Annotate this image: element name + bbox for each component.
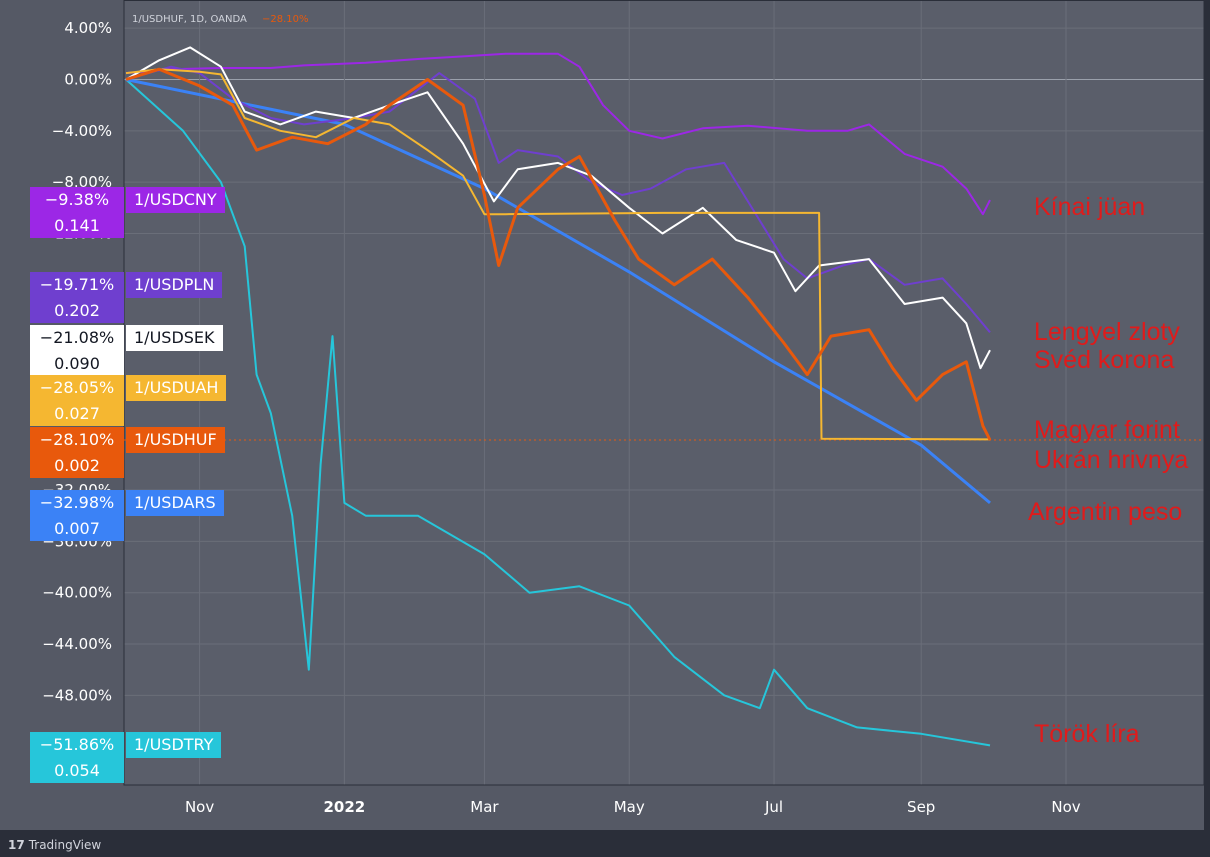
x-tick-label: Jul [764, 798, 783, 816]
badge-pct: −19.71% [30, 272, 124, 298]
series-lines [125, 46, 992, 747]
annotation-label: Argentin peso [1028, 498, 1182, 526]
badge-value: 0.202 [30, 298, 124, 323]
badge-series-name[interactable]: 1/USDPLN [126, 272, 223, 298]
y-tick-label: −40.00% [42, 584, 112, 602]
series-line-usdhuf[interactable] [125, 67, 992, 441]
tradingview-watermark[interactable]: 17 TradingView [8, 838, 101, 852]
badge-pct: −51.86% [30, 732, 124, 758]
plot-border [123, 0, 1205, 786]
x-tick-label: Mar [470, 798, 499, 816]
series-line-usduah[interactable] [125, 68, 991, 441]
badge-pct: −28.05% [30, 375, 124, 401]
x-tick-label: 2022 [324, 798, 366, 816]
badge-value: 0.007 [30, 516, 124, 541]
x-axis[interactable]: Nov 2022 Mar May Jul Sep Nov [185, 798, 1081, 816]
tradingview-watermark-text: TradingView [28, 838, 102, 852]
x-tick-label: Nov [185, 798, 214, 816]
annotation-label: Magyar forint [1034, 416, 1180, 444]
annotation-label: Török líra [1034, 720, 1140, 748]
badge-series-name[interactable]: 1/USDHUF [126, 427, 225, 453]
y-tick-label: −44.00% [42, 635, 112, 653]
series-line-usdars[interactable] [125, 78, 991, 505]
badge-pct: −9.38% [30, 187, 124, 213]
badge-value: 0.002 [30, 453, 124, 478]
y-tick-label: 4.00% [64, 19, 112, 37]
badge-value: 0.141 [30, 213, 124, 238]
series-line-usdsek[interactable] [125, 46, 991, 370]
y-tick-label: 0.00% [64, 71, 112, 89]
badge-series-name[interactable]: 1/USDUAH [126, 375, 227, 401]
x-tick-label: Nov [1051, 798, 1080, 816]
badge-series-name[interactable]: 1/USDTRY [126, 732, 222, 758]
series-line-usdpln[interactable] [125, 65, 991, 333]
time-axis-background [124, 785, 1204, 830]
y-tick-label: −4.00% [52, 122, 112, 140]
annotation-label: Ukrán hrivnya [1034, 446, 1188, 474]
annotation-label: Lengyel zloty [1034, 318, 1180, 346]
badge-pct: −21.08% [30, 325, 124, 351]
series-line-usdcny[interactable] [125, 52, 991, 216]
badge-value: 0.054 [30, 758, 124, 783]
badge-series-name[interactable]: 1/USDARS [126, 490, 224, 516]
plot-background [124, 0, 1204, 785]
badge-series-name[interactable]: 1/USDCNY [126, 187, 225, 213]
header-symbol: 1/USDHUF, 1D, OANDA [132, 14, 247, 25]
header-change: −28.10% [262, 14, 309, 25]
y-tick-label: −8.00% [52, 173, 112, 191]
tradingview-logo-icon: 17 [8, 838, 25, 852]
annotation-label: Kínai jüan [1034, 193, 1145, 221]
x-tick-label: May [614, 798, 645, 816]
y-tick-label: −48.00% [42, 686, 112, 704]
badge-pct: −28.10% [30, 427, 124, 453]
badge-pct: −32.98% [30, 490, 124, 516]
badge-value: 0.090 [30, 351, 124, 376]
x-tick-label: Sep [907, 798, 935, 816]
series-line-usdtry[interactable] [125, 78, 991, 747]
annotation-label: Svéd korona [1034, 346, 1174, 374]
badge-series-name[interactable]: 1/USDSEK [126, 325, 223, 351]
badge-value: 0.027 [30, 401, 124, 426]
